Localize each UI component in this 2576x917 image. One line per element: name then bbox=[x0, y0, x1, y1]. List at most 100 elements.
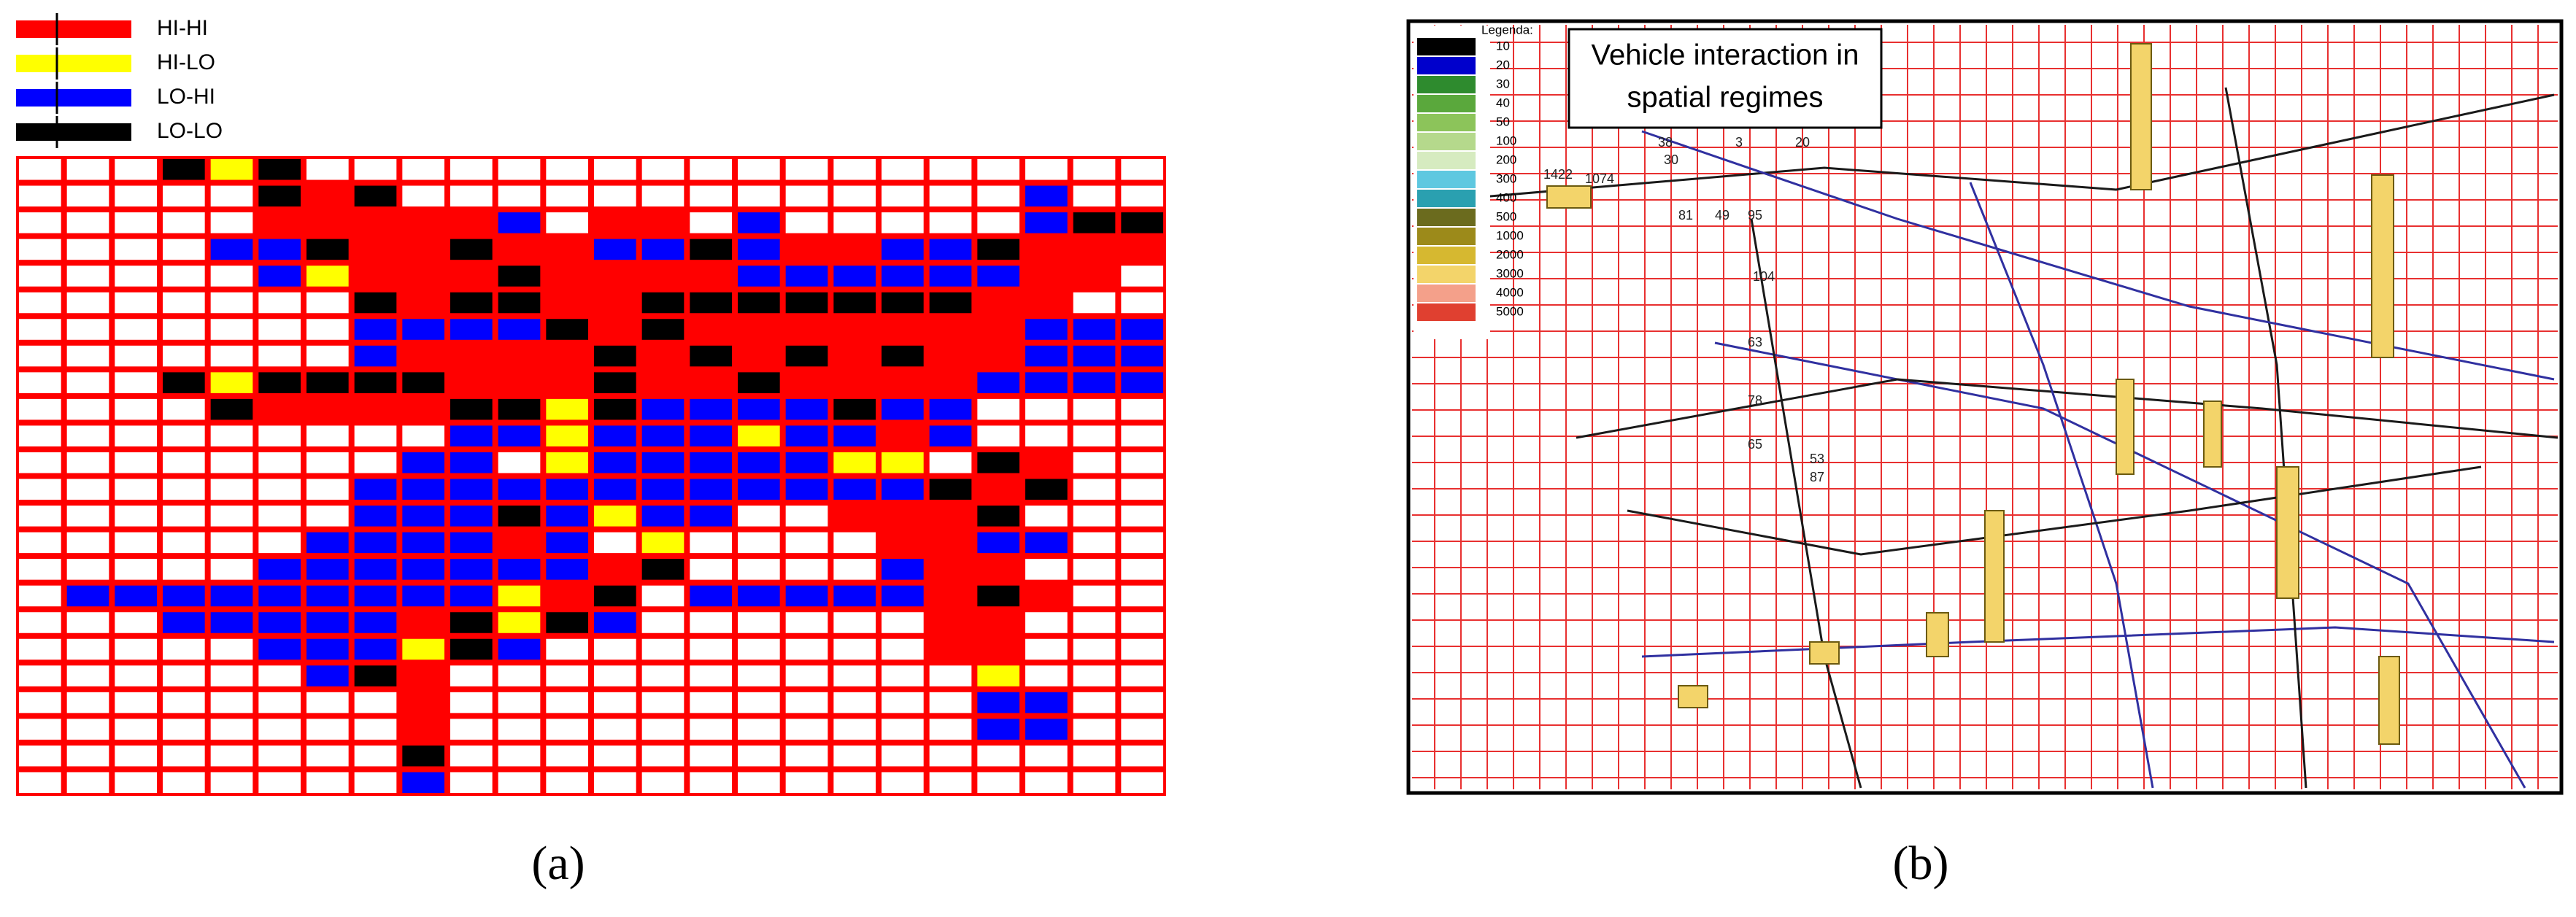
grid-cell bbox=[546, 772, 588, 793]
grid-cell bbox=[546, 745, 588, 767]
grid-cell bbox=[1025, 185, 1068, 207]
grid-cell bbox=[402, 772, 444, 793]
grid-cell bbox=[1073, 745, 1116, 767]
grid-cell bbox=[163, 612, 205, 633]
grid-cell bbox=[594, 692, 636, 713]
legend-swatch bbox=[16, 89, 131, 107]
grid-cell bbox=[1121, 585, 1163, 607]
grid-cell bbox=[738, 692, 780, 713]
grid-cell bbox=[546, 479, 588, 500]
map-title: spatial regimes bbox=[1627, 82, 1823, 114]
legend-label: 300 bbox=[1496, 171, 1516, 185]
grid-cell bbox=[785, 479, 828, 500]
grid-cell bbox=[115, 506, 157, 527]
grid-cell bbox=[833, 425, 876, 446]
grid-cell bbox=[641, 719, 685, 740]
grid-cell bbox=[977, 532, 1019, 554]
grid-cell bbox=[738, 638, 780, 660]
grid-cell bbox=[882, 212, 924, 233]
grid-cell bbox=[306, 239, 349, 260]
grid-cell bbox=[641, 479, 685, 500]
grid-cell bbox=[833, 212, 876, 233]
grid-cell bbox=[66, 425, 109, 446]
grid-cell bbox=[1073, 612, 1116, 633]
grid-cell bbox=[785, 506, 828, 527]
grid-cell bbox=[738, 212, 780, 233]
grid-cell bbox=[690, 612, 732, 633]
grid-cell bbox=[450, 559, 493, 580]
grid-cell bbox=[1073, 692, 1116, 713]
grid-cell bbox=[641, 665, 685, 686]
grid-cell bbox=[1073, 585, 1116, 607]
grid-cell bbox=[354, 719, 397, 740]
grid-background bbox=[16, 156, 1166, 796]
grid-cell bbox=[1073, 559, 1116, 580]
grid-cell bbox=[210, 292, 253, 314]
grid-cell bbox=[115, 345, 157, 367]
grid-cell bbox=[354, 692, 397, 713]
grid-cell bbox=[498, 665, 541, 686]
grid-cell bbox=[929, 239, 972, 260]
grid-cell bbox=[450, 185, 493, 207]
grid-cell bbox=[498, 159, 541, 180]
grid-cell bbox=[1073, 212, 1116, 233]
grid-cell bbox=[258, 159, 301, 180]
grid-cell bbox=[498, 398, 541, 420]
grid-cell bbox=[929, 772, 972, 793]
grid-cell bbox=[833, 665, 876, 686]
grid-cell bbox=[833, 452, 876, 473]
grid-cell bbox=[498, 266, 541, 287]
grid-cell bbox=[19, 212, 61, 233]
grid-cell bbox=[1025, 692, 1068, 713]
grid-cell bbox=[498, 559, 541, 580]
grid-cell bbox=[641, 398, 685, 420]
grid-cell bbox=[306, 665, 349, 686]
grid-cell bbox=[594, 372, 636, 393]
grid-cell bbox=[450, 506, 493, 527]
legend-label: LO-HI bbox=[157, 85, 215, 109]
grid-cell bbox=[450, 159, 493, 180]
grid-cell bbox=[115, 692, 157, 713]
grid-cell bbox=[1025, 479, 1068, 500]
grid-cell bbox=[19, 772, 61, 793]
legend-label: 10 bbox=[1496, 39, 1510, 53]
grid-cell bbox=[306, 559, 349, 580]
road bbox=[1481, 93, 2555, 198]
legend-label: 5000 bbox=[1496, 304, 1524, 318]
grid-cell bbox=[594, 452, 636, 473]
grid-cell bbox=[546, 532, 588, 554]
map-label: 20 bbox=[1795, 135, 1810, 150]
grid-cell bbox=[594, 479, 636, 500]
grid-cell bbox=[354, 532, 397, 554]
map-label: 78 bbox=[1748, 393, 1762, 408]
grid-cell bbox=[977, 665, 1019, 686]
grid-cell bbox=[738, 585, 780, 607]
grid-cell bbox=[929, 452, 972, 473]
grid-cell bbox=[785, 745, 828, 767]
grid-cell bbox=[306, 452, 349, 473]
map-label: 1422 bbox=[1543, 167, 1573, 182]
grid-cell bbox=[66, 266, 109, 287]
grid-cell bbox=[19, 745, 61, 767]
grid-cell bbox=[163, 479, 205, 500]
legend-swatch bbox=[16, 20, 131, 38]
road bbox=[1627, 465, 2482, 556]
map-label: 95 bbox=[1748, 208, 1762, 223]
flow-bar bbox=[1809, 641, 1840, 665]
road bbox=[1714, 341, 2526, 789]
grid-cell bbox=[210, 665, 253, 686]
grid-cell bbox=[977, 239, 1019, 260]
grid-cell bbox=[163, 372, 205, 393]
grid-cell bbox=[210, 772, 253, 793]
grid-cell bbox=[641, 745, 685, 767]
grid-cell bbox=[594, 745, 636, 767]
grid-cell bbox=[1025, 319, 1068, 340]
grid-cell bbox=[210, 372, 253, 393]
grid-cell bbox=[306, 612, 349, 633]
grid-cell bbox=[210, 532, 253, 554]
grid-cell bbox=[690, 745, 732, 767]
grid-cell bbox=[66, 506, 109, 527]
grid-cell bbox=[594, 612, 636, 633]
grid-cell bbox=[258, 532, 301, 554]
grid-cell bbox=[1121, 479, 1163, 500]
